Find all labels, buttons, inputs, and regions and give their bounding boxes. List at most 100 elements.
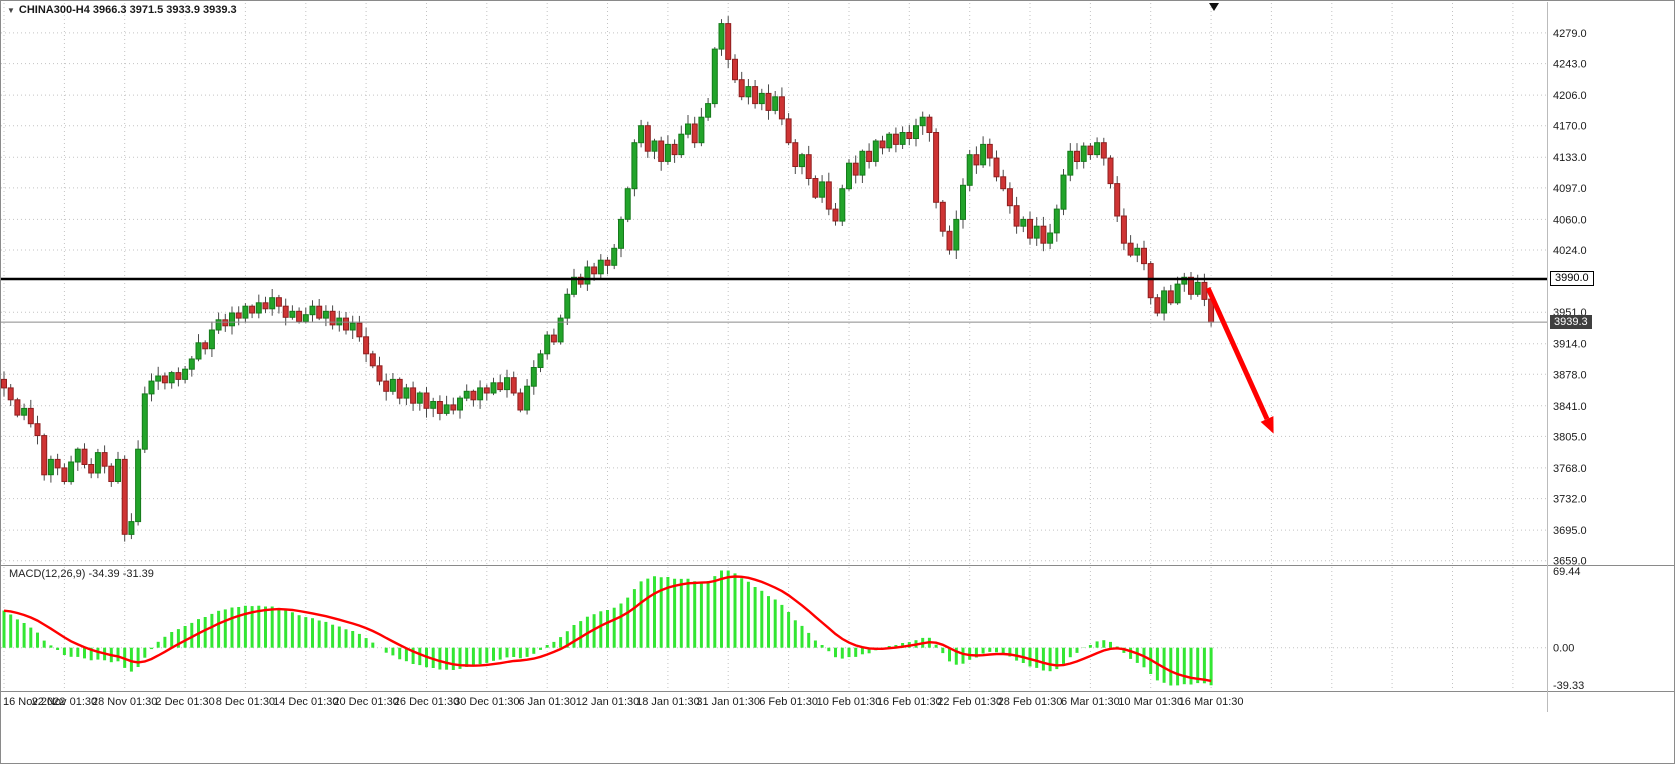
candle	[343, 312, 349, 335]
candle	[805, 145, 812, 186]
candle	[1067, 143, 1074, 182]
candle	[188, 356, 195, 377]
candle	[54, 453, 61, 476]
candle	[88, 458, 95, 479]
candle	[410, 381, 417, 411]
time-axis-label: 2 Dec 01:30	[155, 696, 214, 708]
hline-price-label[interactable]: 3990.0	[1550, 270, 1594, 286]
candle	[1040, 216, 1047, 252]
candle	[825, 172, 832, 216]
pane-separators	[1, 2, 1674, 712]
candle	[571, 268, 577, 298]
time-axis-label: 6 Feb 01:30	[759, 696, 818, 708]
candle	[363, 327, 370, 363]
candle	[611, 244, 618, 270]
candle	[202, 340, 209, 355]
candle	[530, 360, 537, 395]
price-axis-label: 3841.0	[1553, 401, 1587, 413]
macd-axis-label: 69.44	[1553, 566, 1581, 578]
candle	[436, 395, 443, 421]
candle	[658, 136, 665, 171]
candle	[182, 366, 189, 384]
candle	[490, 377, 497, 396]
candle	[229, 306, 235, 335]
time-axis-label: 6 Mar 01:30	[1061, 696, 1120, 708]
price-axis[interactable]: 4279.0 4243.0 4206.0 4170.0 4133.0 4097.0 4060…	[1553, 28, 1587, 568]
candle	[1006, 182, 1013, 214]
candle	[369, 350, 376, 369]
symbol-dropdown-icon[interactable]: ▼	[7, 6, 15, 15]
candle	[986, 138, 993, 167]
candle	[738, 71, 745, 101]
candle	[128, 513, 135, 540]
candle	[685, 115, 691, 139]
candles-series	[1, 16, 1215, 542]
candle	[772, 91, 779, 115]
candle	[812, 175, 819, 199]
time-axis-label: 31 Jan 01:30	[696, 696, 760, 708]
candle	[430, 397, 437, 418]
time-axis-label: 18 Jan 01:30	[636, 696, 700, 708]
candle	[47, 455, 54, 483]
trend-arrow-annotation[interactable]	[1205, 286, 1274, 434]
candle	[141, 386, 148, 453]
candle	[1033, 217, 1040, 246]
candle	[1080, 142, 1087, 169]
macd-axis-label: -39.33	[1553, 680, 1584, 692]
candle	[973, 146, 980, 174]
candle	[651, 138, 658, 160]
candle	[1013, 196, 1020, 234]
grid-layer	[1, 3, 1547, 691]
macd-axis-label: 0.00	[1553, 643, 1574, 655]
candle	[678, 125, 685, 158]
candle	[705, 98, 712, 121]
candle	[765, 84, 772, 120]
candle	[859, 149, 866, 183]
candle	[577, 273, 584, 288]
candle	[892, 127, 899, 153]
time-axis-label: 10 Mar 01:30	[1118, 696, 1183, 708]
candle	[624, 186, 631, 223]
candle	[1141, 240, 1147, 271]
candle	[524, 379, 531, 415]
candle	[1060, 169, 1067, 216]
price-axis-label: 4206.0	[1553, 90, 1587, 102]
candle	[275, 294, 282, 314]
candle	[1147, 261, 1154, 305]
candle	[745, 79, 752, 105]
candle	[618, 216, 624, 258]
candle	[960, 178, 966, 229]
candle	[195, 334, 202, 362]
candle	[135, 440, 142, 526]
candle	[966, 149, 973, 192]
time-axis-label: 20 Dec 01:30	[333, 696, 398, 708]
candle	[919, 111, 926, 135]
candle	[1120, 208, 1127, 251]
candle	[584, 260, 591, 291]
candle	[846, 159, 852, 191]
candle	[537, 349, 544, 373]
bid-price-badge: 3939.3	[1550, 315, 1592, 330]
time-axis-label: 12 Jan 01:30	[576, 696, 640, 708]
candle	[1154, 294, 1161, 317]
macd-signal-line	[3, 575, 1212, 683]
candle	[1127, 235, 1134, 258]
time-axis-label: 16 Nov 2022	[3, 696, 65, 708]
candle	[839, 184, 846, 226]
candle	[1020, 216, 1027, 233]
candle	[906, 124, 913, 146]
macd-axis[interactable]: 69.44 0.00 -39.33	[1553, 566, 1584, 692]
candle	[336, 310, 343, 332]
candle	[389, 373, 396, 395]
candle	[631, 139, 638, 197]
candle	[504, 369, 510, 398]
candle	[155, 366, 162, 390]
price-axis-label: 3914.0	[1553, 339, 1587, 351]
time-axis-label: 16 Mar 01:30	[1179, 696, 1244, 708]
candle	[108, 463, 115, 487]
candle	[61, 463, 68, 485]
candle	[396, 377, 403, 405]
time-axis-label: 22 Feb 01:30	[937, 696, 1002, 708]
